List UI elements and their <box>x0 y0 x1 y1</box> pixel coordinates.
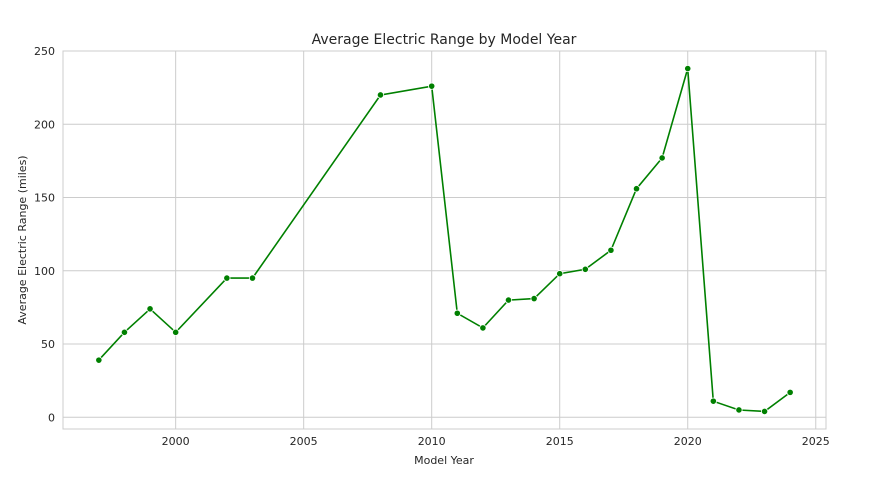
y-tick-label: 150 <box>34 192 55 205</box>
data-point <box>248 274 257 282</box>
y-tick-label: 250 <box>34 45 55 58</box>
y-axis-label: Average Electric Range (miles) <box>16 155 29 324</box>
data-point <box>376 91 385 99</box>
x-tick-label: 2005 <box>290 435 318 448</box>
y-tick-label: 50 <box>41 338 55 351</box>
y-tick-labels: 0 50 100 150 200 250 <box>34 45 55 424</box>
data-point <box>581 265 589 273</box>
chart-title: Average Electric Range by Model Year <box>312 32 577 48</box>
series-layer <box>95 64 794 416</box>
data-point <box>786 388 794 396</box>
x-axis-label: Model Year <box>414 454 474 467</box>
y-tick-label: 100 <box>34 265 55 278</box>
data-point <box>658 154 666 162</box>
data-point <box>146 305 154 313</box>
data-point <box>428 82 436 90</box>
y-tick-label: 0 <box>48 411 55 424</box>
x-tick-label: 2020 <box>674 435 702 448</box>
y-tick-label: 200 <box>34 118 55 131</box>
data-point <box>735 406 743 414</box>
data-point <box>95 356 103 364</box>
data-point <box>709 397 717 405</box>
data-point <box>223 274 231 282</box>
plot-frame <box>62 50 827 430</box>
data-point <box>556 270 564 278</box>
data-point <box>479 324 487 332</box>
series-line <box>98 68 791 413</box>
data-point <box>120 328 129 336</box>
data-point <box>453 309 461 317</box>
x-tick-label: 2015 <box>546 435 574 448</box>
x-tick-labels: 2000 2005 2010 2015 2020 2025 <box>162 435 830 448</box>
x-tick-label: 2025 <box>802 435 830 448</box>
data-point <box>530 295 538 303</box>
x-tick-label: 2010 <box>418 435 446 448</box>
x-tick-label: 2000 <box>162 435 190 448</box>
data-point <box>172 328 180 336</box>
data-point <box>760 407 769 416</box>
data-point <box>504 296 513 304</box>
data-point <box>684 64 692 73</box>
data-point <box>632 185 641 193</box>
data-point <box>607 246 615 254</box>
